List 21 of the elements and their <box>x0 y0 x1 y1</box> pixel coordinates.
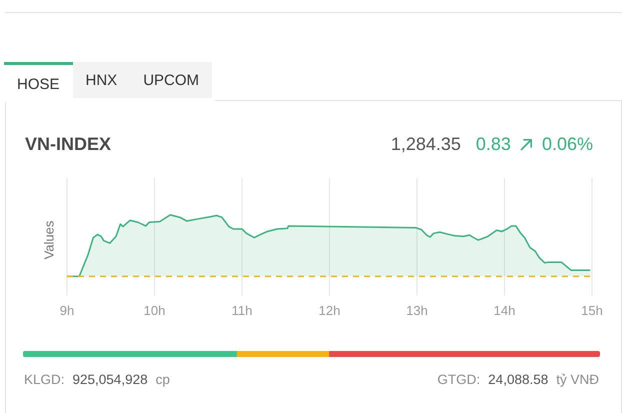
x-tick-label: 11h <box>232 302 252 318</box>
tab[interactable]: HOSE <box>4 62 73 102</box>
text: 24,088.58 <box>488 371 548 389</box>
text: GTGD: <box>437 371 480 389</box>
chart-title: VN-INDEX <box>25 134 112 154</box>
x-tick-label: 15h <box>581 302 603 318</box>
tab[interactable]: UPCOM <box>130 62 212 98</box>
text: 925,054,928 <box>72 371 148 389</box>
x-tick-label: 13h <box>406 302 428 318</box>
text: cp <box>156 371 170 389</box>
x-tick-label: 10h <box>144 302 166 318</box>
y-axis-title: Values <box>42 220 56 260</box>
text: 0.83 <box>476 133 511 155</box>
x-tick-label: 14h <box>494 302 516 318</box>
text: KLGD: <box>24 371 65 389</box>
text: 1,284.35 <box>390 133 461 155</box>
x-tick-label: 12h <box>318 302 340 318</box>
x-tick-label: 9h <box>60 302 74 318</box>
tab[interactable]: HNX <box>72 62 130 98</box>
text: tỷ VNĐ <box>556 371 599 389</box>
text: 0.06% <box>542 133 593 155</box>
